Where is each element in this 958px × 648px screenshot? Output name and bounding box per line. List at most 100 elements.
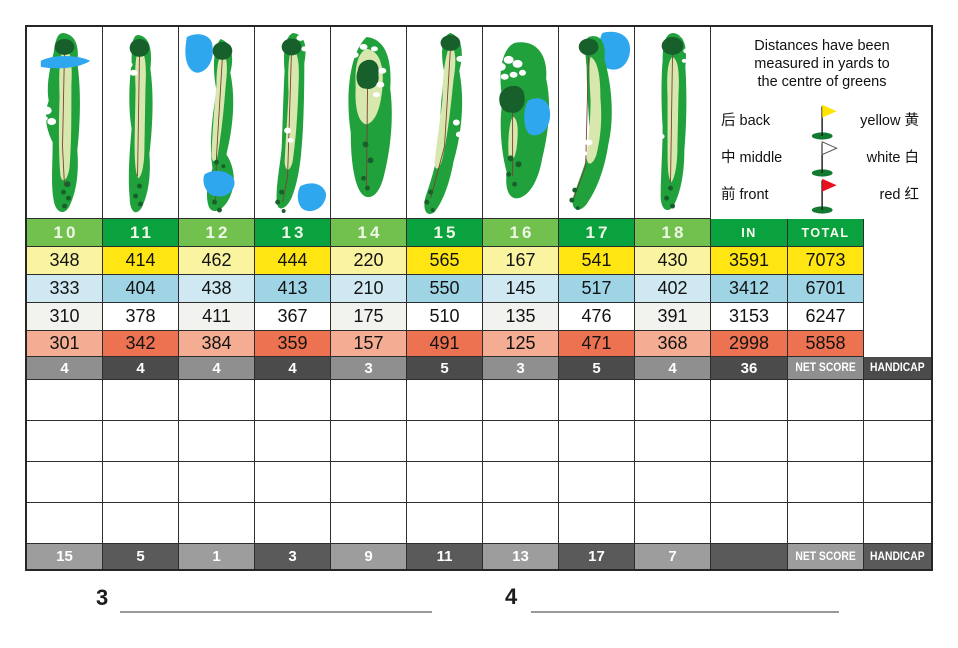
score-in-cell[interactable]	[711, 380, 788, 421]
score-input-cell[interactable]	[103, 462, 179, 503]
score-in-cell[interactable]	[711, 503, 788, 544]
score-input-cell[interactable]	[559, 462, 635, 503]
par-16: 3	[483, 357, 559, 380]
score-input-cell[interactable]	[103, 380, 179, 421]
score-input-cell[interactable]	[407, 503, 483, 544]
score-input-cell[interactable]	[483, 503, 559, 544]
distance-note: Distances have been measured in yards to…	[754, 38, 890, 91]
score-handicap-cell[interactable]	[864, 421, 931, 462]
score-row-3	[27, 462, 931, 503]
yards-front-17: 471	[559, 331, 635, 357]
score-input-cell[interactable]	[635, 421, 711, 462]
hole-map-15	[407, 27, 483, 219]
yards-back-13: 444	[255, 247, 331, 275]
score-input-cell[interactable]	[27, 421, 103, 462]
yards-front-14: 157	[331, 331, 407, 357]
score-row-4	[27, 503, 931, 544]
white-flag-icon	[797, 137, 849, 177]
yellow-en-label: yellow	[860, 113, 901, 130]
middle-en-label: middle	[739, 150, 783, 167]
hole-map-18	[635, 27, 711, 219]
signature-line-right[interactable]	[531, 611, 839, 613]
legend-row-middle: 中 middle white 白	[721, 137, 923, 177]
stroke-index-row: 15 5 1 3 9 11 13 17 7 NET SCORE HANDICAP	[27, 544, 931, 569]
score-input-cell[interactable]	[255, 503, 331, 544]
score-input-cell[interactable]	[407, 421, 483, 462]
score-handicap-cell[interactable]	[864, 503, 931, 544]
score-input-cell[interactable]	[407, 462, 483, 503]
score-input-cell[interactable]	[103, 421, 179, 462]
score-total-cell[interactable]	[788, 503, 864, 544]
hole-map-13	[255, 27, 331, 219]
net-score-label-bottom: NET SCORE	[788, 544, 864, 569]
yards-middle-15: 510	[407, 303, 483, 331]
yards-middle-14: 175	[331, 303, 407, 331]
yards-middle-total: 6247	[788, 303, 864, 331]
yellow-flag-icon	[797, 100, 849, 140]
middle-cn-label: 中	[721, 150, 736, 167]
score-input-cell[interactable]	[27, 380, 103, 421]
score-handicap-cell[interactable]	[864, 380, 931, 421]
score-input-cell[interactable]	[331, 380, 407, 421]
score-input-cell[interactable]	[255, 421, 331, 462]
score-input-cell[interactable]	[255, 462, 331, 503]
yards-front-12: 384	[179, 331, 255, 357]
score-in-cell[interactable]	[711, 462, 788, 503]
score-input-cell[interactable]	[331, 421, 407, 462]
yards-blue-10: 333	[27, 275, 103, 303]
yards-middle-18: 391	[635, 303, 711, 331]
score-input-cell[interactable]	[483, 462, 559, 503]
score-input-cell[interactable]	[27, 503, 103, 544]
score-input-cell[interactable]	[407, 380, 483, 421]
yards-middle-in: 3153	[711, 303, 788, 331]
score-input-cell[interactable]	[255, 380, 331, 421]
score-input-cell[interactable]	[483, 421, 559, 462]
yards-blue-12: 438	[179, 275, 255, 303]
score-input-cell[interactable]	[103, 503, 179, 544]
yards-middle-12: 411	[179, 303, 255, 331]
red-cn-label: 红	[904, 187, 920, 204]
score-input-cell[interactable]	[27, 462, 103, 503]
score-input-cell[interactable]	[179, 503, 255, 544]
score-total-cell[interactable]	[788, 421, 864, 462]
yards-blue-14: 210	[331, 275, 407, 303]
par-11: 4	[103, 357, 179, 380]
signature-line-left[interactable]	[120, 611, 432, 613]
stroke-index-13: 3	[255, 544, 331, 569]
stroke-index-16: 13	[483, 544, 559, 569]
hole-maps-band: Distances have been measured in yards to…	[27, 27, 931, 219]
score-input-cell[interactable]	[331, 462, 407, 503]
score-input-cell[interactable]	[179, 462, 255, 503]
score-input-cell[interactable]	[559, 503, 635, 544]
score-input-cell[interactable]	[559, 380, 635, 421]
hole-map-16	[483, 27, 559, 219]
yards-blue-in: 3412	[711, 275, 788, 303]
score-input-cell[interactable]	[635, 462, 711, 503]
score-input-cell[interactable]	[483, 380, 559, 421]
score-in-cell[interactable]	[711, 421, 788, 462]
score-input-cell[interactable]	[331, 503, 407, 544]
score-total-cell[interactable]	[788, 462, 864, 503]
score-input-cell[interactable]	[635, 380, 711, 421]
score-input-cell[interactable]	[179, 380, 255, 421]
white-en-label: white	[866, 150, 901, 167]
par-12: 4	[179, 357, 255, 380]
yards-back-15: 565	[407, 247, 483, 275]
score-input-cell[interactable]	[559, 421, 635, 462]
score-handicap-cell[interactable]	[864, 462, 931, 503]
yards-back-16: 167	[483, 247, 559, 275]
score-total-cell[interactable]	[788, 380, 864, 421]
yards-front-11: 342	[103, 331, 179, 357]
score-input-cell[interactable]	[635, 503, 711, 544]
yards-back-11: 414	[103, 247, 179, 275]
score-input-cell[interactable]	[179, 421, 255, 462]
yards-middle-10: 310	[27, 303, 103, 331]
yards-blue-total: 6701	[788, 275, 864, 303]
handicap-label-top: HANDICAP	[864, 357, 931, 380]
yellow-cn-label: 黄	[904, 113, 920, 130]
handicap-label-bottom: HANDICAP	[864, 544, 931, 569]
score-row-1	[27, 380, 931, 421]
yards-middle-16: 135	[483, 303, 559, 331]
yards-front-in: 2998	[711, 331, 788, 357]
yards-back-10: 348	[27, 247, 103, 275]
